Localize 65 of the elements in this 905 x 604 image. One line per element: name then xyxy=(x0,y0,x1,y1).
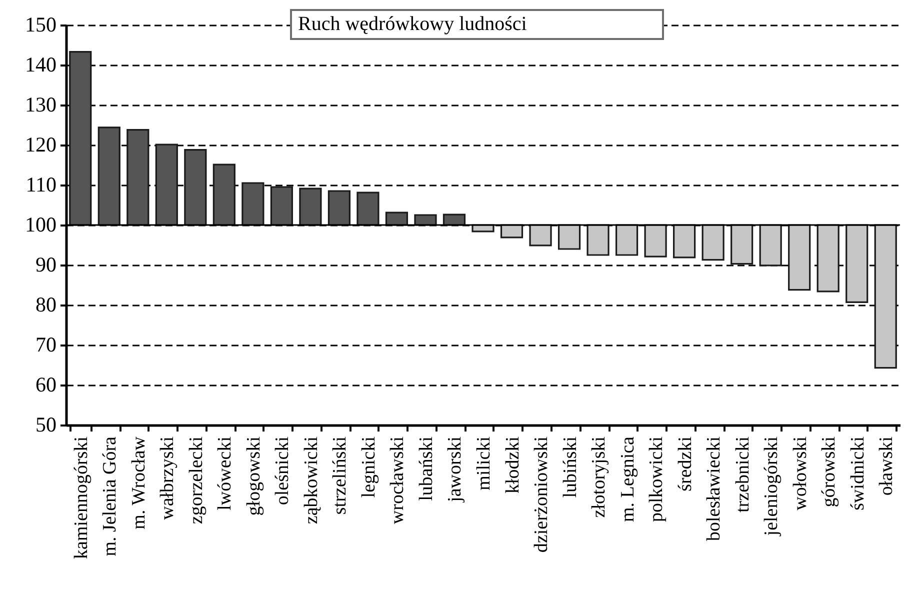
x-tick-label: m. Wrocław xyxy=(128,436,150,530)
bar xyxy=(299,188,322,226)
y-tick-label: 120 xyxy=(25,132,56,156)
x-tick-label: legnicki xyxy=(358,436,380,498)
bar xyxy=(730,224,754,265)
y-tick-label: 80 xyxy=(36,292,56,316)
x-tick-label: wołowski xyxy=(790,436,811,510)
bar xyxy=(788,224,811,291)
x-tick-label: bolesławiecki xyxy=(704,436,725,541)
bar xyxy=(816,224,840,292)
x-tick-label: trzebnicki xyxy=(732,436,754,512)
bar xyxy=(874,224,897,369)
x-tick-label: m. Jelenia Góra xyxy=(100,436,121,556)
bar xyxy=(529,224,552,246)
bar xyxy=(644,224,667,258)
x-tick-label: jeleniogórski xyxy=(761,436,782,537)
x-tick-label: lwówecki xyxy=(214,436,236,510)
bar xyxy=(270,186,293,226)
bar xyxy=(126,129,150,226)
bar xyxy=(673,224,696,258)
bar xyxy=(615,224,638,256)
bar xyxy=(759,224,782,266)
y-tick-label: 60 xyxy=(36,372,56,396)
x-tick-label: ząbkowicki xyxy=(300,436,322,524)
bar xyxy=(328,190,351,226)
chart-title: Ruch wędrówkowy ludności xyxy=(298,12,527,37)
bar xyxy=(184,149,207,226)
x-tick-label: świdnicki xyxy=(847,436,868,510)
x-tick-label: oławski xyxy=(876,436,898,496)
bar xyxy=(242,182,264,226)
x-tick-label: lubański xyxy=(416,436,437,501)
x-tick-label: głogowski xyxy=(243,436,264,516)
bar xyxy=(98,126,120,226)
y-tick-label: 50 xyxy=(36,412,56,436)
bar xyxy=(586,224,610,256)
y-tick-label: 70 xyxy=(36,332,56,356)
x-tick-label: kłodzki xyxy=(502,436,524,494)
bar xyxy=(558,224,581,250)
bar xyxy=(212,164,236,226)
x-tick-label: kamiennogórski xyxy=(70,436,92,559)
bar xyxy=(846,224,868,303)
x-tick-label: jaworski xyxy=(444,436,466,503)
bar xyxy=(356,192,380,226)
x-tick-label: złotoryjski xyxy=(588,436,610,518)
x-tick-label: milicki xyxy=(474,436,494,490)
x-tick-label: polkowicki xyxy=(646,436,668,522)
bar xyxy=(155,144,178,226)
y-tick-label: 90 xyxy=(36,252,56,276)
y-tick-label: 110 xyxy=(26,172,56,196)
x-tick-label: średzki xyxy=(674,436,696,492)
bar xyxy=(702,224,724,261)
x-tick-label: wałbrzyski xyxy=(157,436,178,520)
y-tick-label: 150 xyxy=(25,12,56,36)
x-tick-label: wrocławski xyxy=(387,436,408,524)
y-tick-label: 130 xyxy=(25,92,56,116)
x-tick-label: górowski xyxy=(818,436,840,508)
x-tick-label: m. Legnica xyxy=(617,436,638,522)
x-tick-label: strzeliński xyxy=(330,436,351,515)
y-tick-label: 100 xyxy=(25,212,56,236)
x-tick-label: oleśnicki xyxy=(272,436,294,506)
bar xyxy=(69,51,92,226)
x-tick-label: dzierżoniowski xyxy=(531,436,552,553)
x-tick-label: lubiński xyxy=(560,436,581,498)
y-tick-label: 140 xyxy=(25,52,56,76)
x-tick-label: zgorzelecki xyxy=(186,436,207,524)
